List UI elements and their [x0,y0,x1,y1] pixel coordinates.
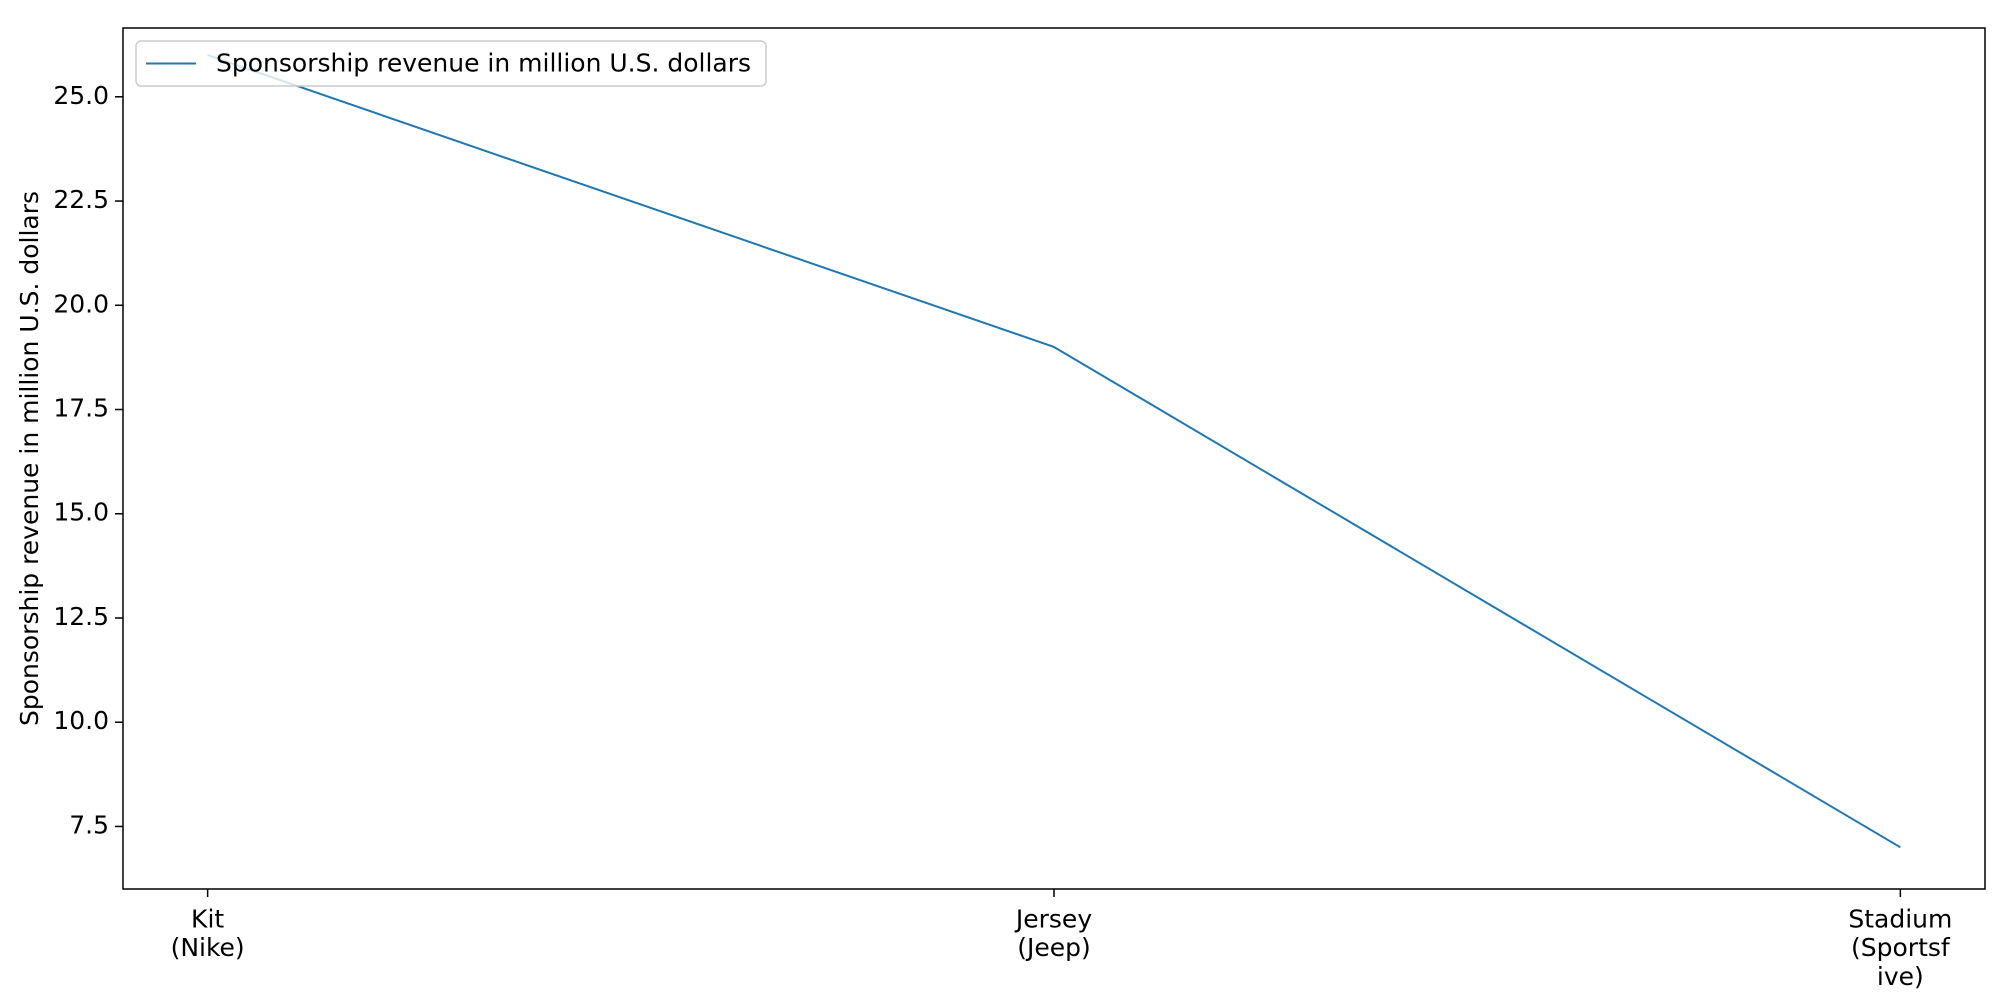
y-tick-label: 10.0 [53,706,109,735]
x-tick-label: Stadium (Sportsf ive) [1848,904,1952,991]
y-tick-label: 17.5 [53,394,109,423]
legend-entry-label: Sponsorship revenue in million U.S. doll… [216,49,751,78]
y-axis: 7.5 10.0 12.5 15.0 17.5 20.0 22.5 25.0 [53,81,123,839]
y-tick-label: 15.0 [53,498,109,527]
y-tick-label: 22.5 [53,185,109,214]
y-tick-label: 7.5 [69,810,109,839]
legend: Sponsorship revenue in million U.S. doll… [135,40,767,87]
x-tick-label: Kit (Nike) [171,904,245,962]
series-line-0 [207,54,1901,849]
legend-box [135,40,767,87]
y-tick-label: 20.0 [53,289,109,318]
x-tick-label: Jersey (Jeep) [1014,904,1092,962]
y-tick-label: 12.5 [53,602,109,631]
x-axis: Kit (Nike) Jersey (Jeep) Stadium (Sportsf ive) [171,889,1952,991]
y-axis-label: Sponsorship revenue in million U.S. doll… [15,191,44,726]
y-tick-label: 25.0 [53,81,109,110]
